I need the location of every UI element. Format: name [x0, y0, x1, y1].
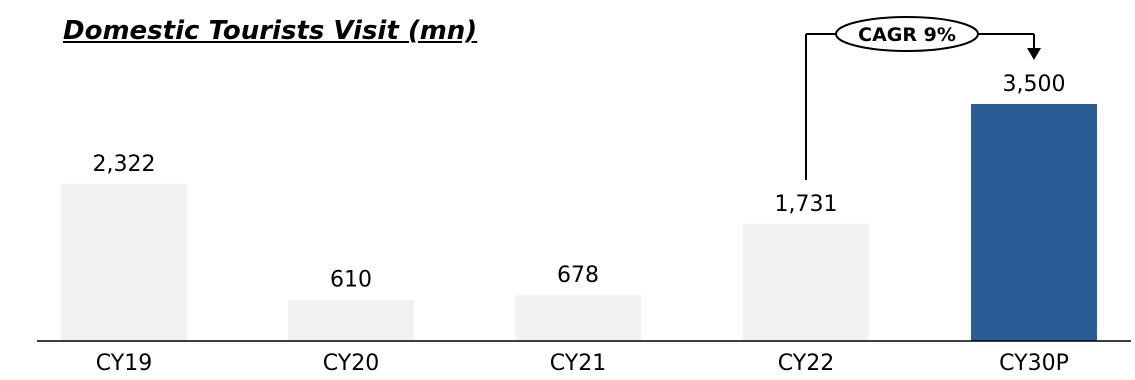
tick-label-cy20: CY20: [323, 351, 379, 376]
value-label-cy21: 678: [557, 263, 599, 288]
cagr-arrowhead: [1027, 48, 1041, 60]
value-label-cy22: 1,731: [775, 192, 838, 217]
bar-cy30p: [971, 104, 1097, 341]
cagr-label: CAGR 9%: [858, 24, 956, 46]
value-label-cy20: 610: [330, 268, 372, 293]
bar-cy22: [743, 223, 869, 341]
bar-cy21: [515, 295, 641, 341]
value-label-cy19: 2,322: [93, 152, 156, 177]
bar-cy19: [61, 183, 187, 341]
bar-cy20: [288, 299, 414, 341]
chart-title: Domestic Tourists Visit (mn): [63, 16, 478, 46]
cagr-annotation: CAGR 9%: [805, 16, 1041, 180]
tick-labels-layer: CY19 CY20 CY21 CY22 CY30P: [96, 351, 1069, 376]
bars-layer: [61, 104, 1097, 341]
cagr-oval: [835, 16, 979, 52]
value-labels-layer: 2,322 610 678 1,731 3,500: [93, 72, 1066, 293]
tick-label-cy30p: CY30P: [999, 351, 1069, 376]
tick-label-cy19: CY19: [96, 351, 152, 376]
tick-label-cy21: CY21: [550, 351, 606, 376]
tick-label-cy22: CY22: [778, 351, 834, 376]
value-label-cy30p: 3,500: [1003, 72, 1066, 97]
